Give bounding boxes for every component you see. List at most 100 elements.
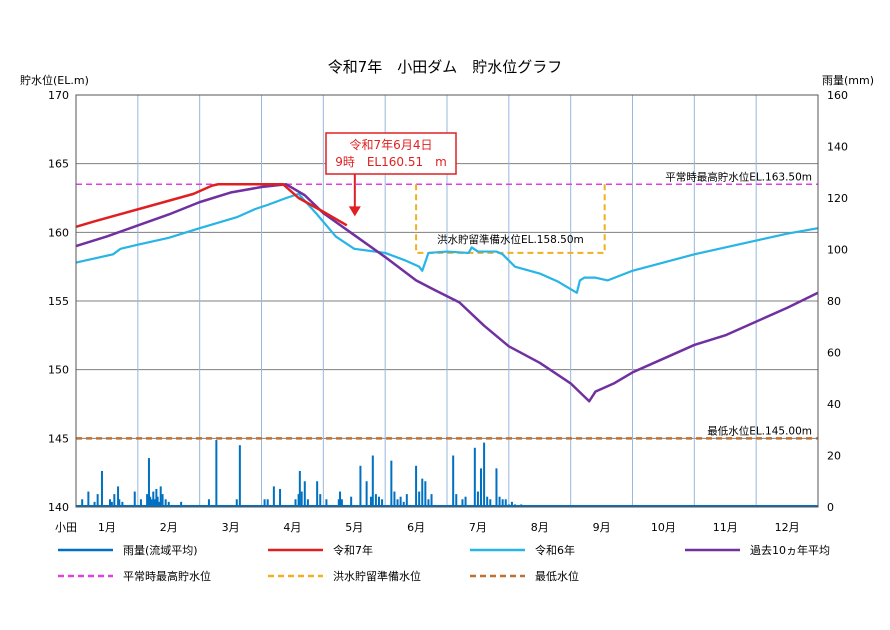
rain-bar [161,494,164,507]
rain-bar [495,468,498,507]
rain-bar [473,447,476,507]
rain-bar [486,496,489,507]
rain-bar [316,481,319,507]
rain-bar [350,496,353,507]
rain-bar [396,499,399,507]
y-left-tick-label: 145 [48,432,69,445]
rain-bar [149,496,152,507]
x-tick-label: 9月 [593,521,611,534]
rain-bar [152,491,155,507]
x-tick-label: 5月 [345,521,363,534]
x-axis-prefix: 小田 [55,521,77,534]
rain-bar [147,458,150,507]
legend-label-avg: 過去10ヵ年平均 [750,543,830,557]
chart-title: 令和7年 小田ダム 貯水位グラフ [328,58,563,76]
rain-bar [235,499,238,507]
ref-label-min: 最低水位EL.145.00m [707,424,812,437]
legend-label-r7: 令和7年 [333,543,373,557]
rain-bar [480,468,483,507]
latest-value-callout: 令和7年6月4日 9時 EL160.51 m [325,132,457,217]
rain-bar [272,486,275,507]
rain-bar [109,499,112,507]
y-right-tick-label: 100 [827,244,848,257]
series-line-r7 [75,183,348,229]
rain-bar [325,499,328,507]
rain-bar [455,494,458,507]
rain-bar [100,470,103,507]
rain-bar [402,501,405,507]
y-left-tick-label: 170 [48,89,69,102]
x-tick-label: 7月 [469,521,487,534]
rain-bar [483,442,486,507]
x-tick-label: 6月 [407,521,425,534]
ref-label-normal_max: 平常時最高貯水位EL.163.50m [665,170,812,183]
legend-label-flood: 洪水貯留準備水位 [333,569,421,583]
rain-bar [424,481,427,507]
x-tick-label: 4月 [283,521,301,534]
y-right-tick-label: 20 [827,450,841,463]
rain-bar [118,499,121,507]
rain-bar [121,501,124,507]
reference-lines: 平常時最高貯水位EL.163.50m 洪水貯留準備水位EL.158.50m 最低水位… [76,170,818,440]
rain-bar [340,499,343,507]
rain-bar [377,496,380,507]
callout-value: 9時 EL160.51 m [335,155,447,169]
rain-bar [180,501,183,507]
rain-bars [76,440,818,507]
rain-bar [369,496,372,507]
plot-frame [75,94,819,508]
x-tick-label: 11月 [713,521,738,534]
rain-bar [374,494,377,507]
callout-date: 令和7年6月4日 [350,137,433,152]
rain-bar [359,465,362,507]
tick-labels: 140 145 150 155 160 165 170 0 20 40 60 80 100 120 140 1… [48,89,848,534]
rain-bar [150,499,153,507]
rain-bar [93,501,96,507]
rain-bar [319,494,322,507]
legend-label-min: 最低水位 [535,569,579,583]
rain-bar [87,491,90,507]
rain-bar [489,499,492,507]
rain-bar [498,496,501,507]
rain-bar [110,501,113,507]
legend-label-r6: 令和6年 [535,543,575,557]
rain-bar [381,499,384,507]
rain-bar [365,481,368,507]
rain-bar [298,470,301,507]
y-left-tick-label: 150 [48,364,69,377]
y-right-axis-label: 雨量(mm) [822,74,874,87]
rain-bar [300,491,303,507]
rain-bar [153,499,156,507]
rain-bar [303,481,306,507]
rain-bar [418,491,421,507]
rain-bar [294,499,297,507]
rain-bar [415,465,418,507]
rain-bar [501,499,504,507]
rain-bar [113,494,116,507]
rain-bar [430,494,433,507]
rain-bar [461,499,464,507]
y-left-tick-label: 160 [48,226,69,239]
rain-bar [167,501,170,507]
rain-bar [510,501,513,507]
callout-box [325,132,457,175]
x-tick-label: 8月 [531,521,549,534]
rain-bar [266,499,269,507]
legend-label-normal_max: 平常時最高貯水位 [123,569,211,583]
rain-bar [337,499,340,507]
rain-bar [96,494,99,507]
rain-bar [399,496,402,507]
rain-bar [427,499,430,507]
x-tick-label: 1月 [98,521,116,534]
rain-bar [139,499,142,507]
y-left-tick-label: 155 [48,295,69,308]
y-right-tick-label: 140 [827,141,848,154]
rain-bar [207,499,210,507]
y-right-tick-label: 60 [827,347,841,360]
y-right-tick-label: 160 [827,89,848,102]
plot-border [75,94,819,508]
rain-bar [263,499,266,507]
y-right-tick-label: 0 [827,501,834,514]
